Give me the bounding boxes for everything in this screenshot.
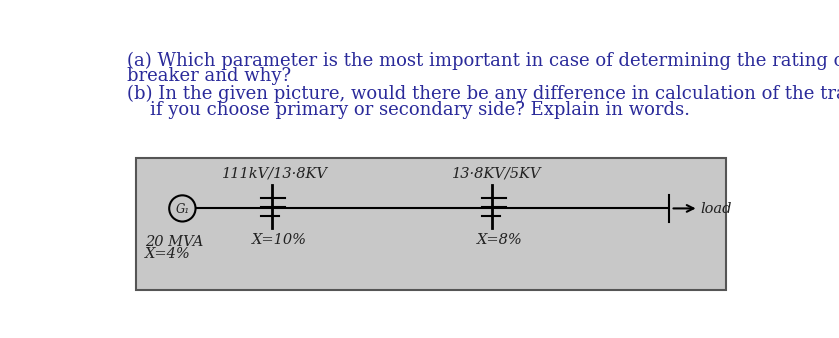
Text: breaker and why?: breaker and why? [127,67,290,85]
Text: X=4%: X=4% [145,247,191,261]
Text: if you choose primary or secondary side? Explain in words.: if you choose primary or secondary side?… [127,101,690,119]
Text: X=10%: X=10% [252,233,307,247]
Text: 20 MVA: 20 MVA [145,235,204,249]
Text: 111kV/13·8KV: 111kV/13·8KV [222,167,328,181]
Text: 13·8KV/5KV: 13·8KV/5KV [451,167,541,181]
Text: G₁: G₁ [175,203,190,216]
Text: (a) Which parameter is the most important in case of determining the rating of a: (a) Which parameter is the most importan… [127,51,839,70]
Text: load: load [701,202,732,216]
Text: X=8%: X=8% [477,233,523,247]
Text: (b) In the given picture, would there be any difference in calculation of the tr: (b) In the given picture, would there be… [127,85,839,103]
Bar [136,158,727,290]
